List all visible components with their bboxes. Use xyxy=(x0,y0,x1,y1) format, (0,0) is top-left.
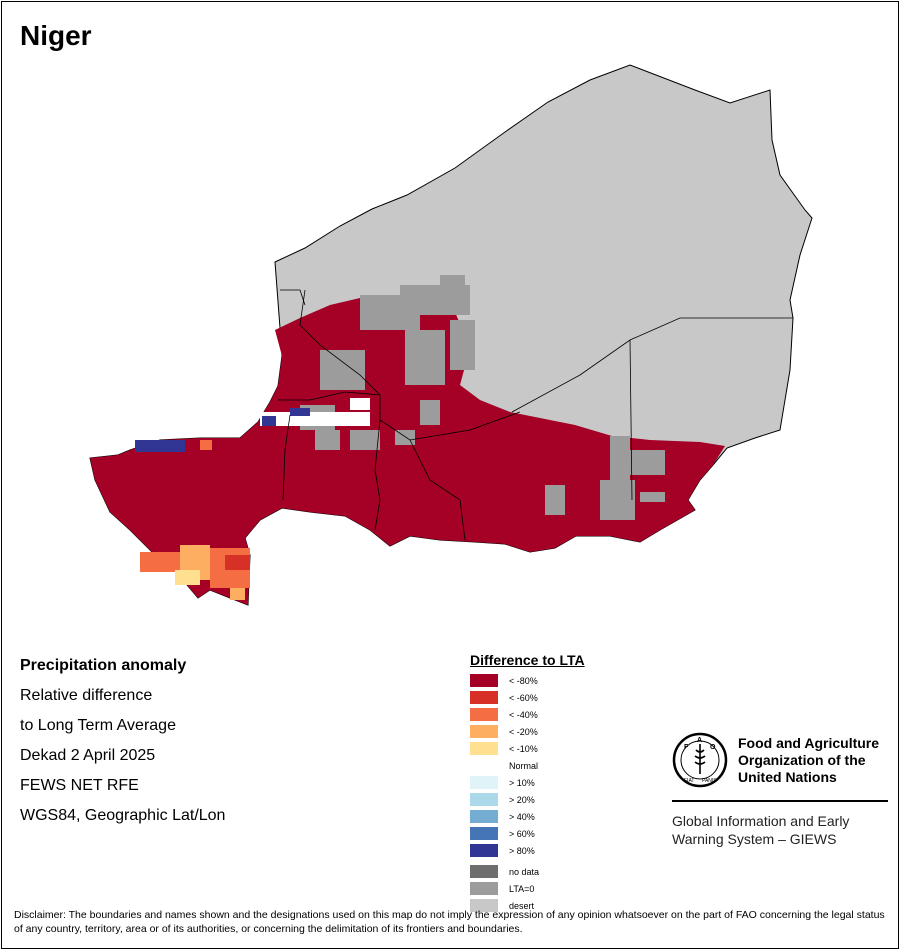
legend-swatch xyxy=(470,844,498,857)
legend-label: < -20% xyxy=(509,727,538,737)
anomaly-west-wet xyxy=(135,398,370,452)
fao-organization-name: Food and Agriculture Organization of the… xyxy=(738,735,898,786)
legend-item: no data xyxy=(470,865,585,882)
legend-label: < -40% xyxy=(509,710,538,720)
fao-divider xyxy=(672,800,888,802)
legend-swatch xyxy=(470,827,498,840)
fao-logo-motto-2: PANIS xyxy=(702,778,717,784)
legend-item: > 80% xyxy=(470,844,585,861)
anomaly-southwest xyxy=(140,545,250,600)
info-source: FEWS NET RFE xyxy=(20,777,139,794)
legend-item: < -60% xyxy=(470,691,585,708)
legend-swatch xyxy=(470,776,498,789)
legend-item: > 10% xyxy=(470,776,585,793)
fao-logo-motto-1: FIAT xyxy=(684,778,694,784)
info-period: Dekad 2 April 2025 xyxy=(20,747,156,764)
legend-item: LTA=0 xyxy=(470,882,585,899)
legend-swatch xyxy=(470,882,498,895)
fao-logo-a: A xyxy=(697,737,702,744)
legend-label: < -60% xyxy=(509,693,538,703)
anomaly-below-80 xyxy=(90,298,725,605)
legend-normal-label: Normal xyxy=(509,761,539,771)
info-heading: Precipitation anomaly xyxy=(20,657,187,674)
legend-title: Difference to LTA xyxy=(470,652,585,668)
legend-item: < -40% xyxy=(470,708,585,725)
region-boundaries xyxy=(278,289,793,541)
legend-item: > 40% xyxy=(470,810,585,827)
info-projection: WGS84, Geographic Lat/Lon xyxy=(20,807,226,824)
fao-name-line2: Organization of the xyxy=(738,752,866,768)
fao-name-line3: United Nations xyxy=(738,769,837,785)
legend-item: < -10% xyxy=(470,742,585,759)
legend-swatch xyxy=(470,725,498,738)
map-title: Niger xyxy=(20,20,92,51)
map-info: Precipitation anomaly Relative differenc… xyxy=(20,655,225,835)
legend-item: > 60% xyxy=(470,827,585,844)
legend-label: > 60% xyxy=(509,829,535,839)
legend-swatch xyxy=(470,899,498,912)
legend-label: LTA=0 xyxy=(509,884,535,894)
legend-label: < -10% xyxy=(509,744,538,754)
legend-swatch xyxy=(470,691,498,704)
legend-swatch xyxy=(470,810,498,823)
legend-swatch xyxy=(470,674,498,687)
legend-label: > 80% xyxy=(509,846,535,856)
info-line1: Relative difference xyxy=(20,687,153,704)
legend-swatch xyxy=(470,708,498,721)
legend-label: desert xyxy=(509,901,535,911)
legend-item: < -20% xyxy=(470,725,585,742)
fao-logo-o: O xyxy=(710,744,716,751)
legend-label: > 40% xyxy=(509,812,535,822)
disclaimer: Disclaimer: The boundaries and names sho… xyxy=(14,909,885,935)
legend-swatch xyxy=(470,793,498,806)
info-line2: to Long Term Average xyxy=(20,717,176,734)
legend-label: > 20% xyxy=(509,795,535,805)
giews-line1: Global Information and Early xyxy=(672,813,850,829)
fao-logo: F A O FIAT PANIS xyxy=(672,732,728,788)
legend-label: > 10% xyxy=(509,778,535,788)
legend-label: no data xyxy=(509,867,540,877)
legend-item: < -80% xyxy=(470,674,585,691)
fao-name-line1: Food and Agriculture xyxy=(738,735,880,751)
legend-item: > 20% xyxy=(470,793,585,810)
legend-label: < -80% xyxy=(509,676,538,686)
fao-logo-f: F xyxy=(684,744,689,751)
legend-swatch xyxy=(470,865,498,878)
legend-item: desert xyxy=(470,899,585,916)
legend-swatch xyxy=(470,742,498,755)
giews-line2: Warning System – GIEWS xyxy=(672,831,837,847)
giews-name: Global Information and Early Warning Sys… xyxy=(672,812,892,848)
legend: Difference to LTA < -80% < -60% < -40% < -2… xyxy=(470,652,585,916)
